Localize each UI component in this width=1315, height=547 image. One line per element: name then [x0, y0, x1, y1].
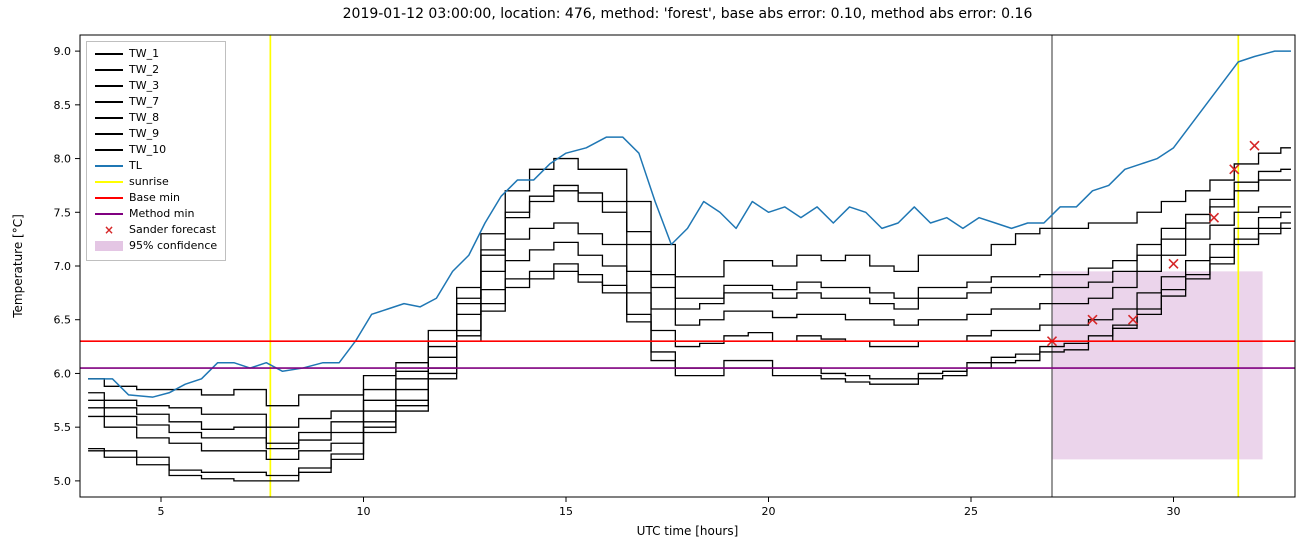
legend-swatch [95, 181, 123, 183]
legend-item: Base min [95, 190, 217, 206]
chart-container: 5 10 15 20 25 30 5.0 5.5 6.0 6.5 7.0 7.5 8.0 8.5 9.0 UT… [0, 0, 1315, 547]
ytick-label: 6.0 [54, 367, 72, 380]
legend-swatch [95, 85, 123, 87]
legend-item: TL [95, 158, 217, 174]
legend-item: TW_7 [95, 94, 217, 110]
legend-label: TW_7 [129, 95, 159, 110]
legend-swatch [95, 149, 123, 151]
legend-label: TW_2 [129, 63, 159, 78]
legend-swatch [95, 213, 123, 215]
legend-item: sunrise [95, 174, 217, 190]
legend-label: Base min [129, 191, 180, 206]
legend-swatch [95, 117, 123, 119]
ytick-label: 6.5 [54, 314, 72, 327]
ytick-label: 7.5 [54, 206, 72, 219]
ytick-label: 8.0 [54, 153, 72, 166]
legend-item: TW_3 [95, 78, 217, 94]
ytick-label: 8.5 [54, 99, 72, 112]
xtick-label: 25 [964, 505, 978, 518]
legend-item: × Sander forecast [95, 222, 217, 238]
legend-swatch [95, 101, 123, 103]
legend-swatch [95, 197, 123, 199]
xtick-label: 15 [559, 505, 573, 518]
legend: TW_1TW_2TW_3TW_7TW_8TW_9TW_10TLsunriseBa… [86, 41, 226, 261]
legend-item: TW_1 [95, 46, 217, 62]
legend-swatch: × [95, 224, 123, 236]
xtick-label: 10 [357, 505, 371, 518]
xtick-label: 30 [1167, 505, 1181, 518]
x-axis-label: UTC time [hours] [637, 524, 739, 538]
legend-label: TW_3 [129, 79, 159, 94]
y-axis-label: Temperature [°C] [11, 214, 25, 319]
legend-label: 95% confidence [129, 239, 217, 254]
legend-item: Method min [95, 206, 217, 222]
legend-swatch [95, 133, 123, 135]
legend-item: TW_2 [95, 62, 217, 78]
legend-label: TW_9 [129, 127, 159, 142]
ytick-label: 9.0 [54, 45, 72, 58]
legend-swatch [95, 165, 123, 167]
legend-swatch [95, 53, 123, 55]
confidence-band [1052, 271, 1263, 459]
legend-label: sunrise [129, 175, 169, 190]
ytick-label: 5.5 [54, 421, 72, 434]
legend-item: TW_8 [95, 110, 217, 126]
legend-label: Method min [129, 207, 195, 222]
ytick-label: 5.0 [54, 475, 72, 488]
legend-label: TW_8 [129, 111, 159, 126]
legend-swatch [95, 241, 123, 251]
xtick-label: 5 [158, 505, 165, 518]
legend-item: 95% confidence [95, 238, 217, 254]
ytick-label: 7.0 [54, 260, 72, 273]
legend-item: TW_10 [95, 142, 217, 158]
legend-label: TW_10 [129, 143, 166, 158]
xtick-label: 20 [762, 505, 776, 518]
legend-item: TW_9 [95, 126, 217, 142]
legend-label: TL [129, 159, 142, 174]
chart-title: 2019-01-12 03:00:00, location: 476, meth… [343, 6, 1033, 22]
legend-label: TW_1 [129, 47, 159, 62]
legend-swatch [95, 69, 123, 71]
legend-label: Sander forecast [129, 223, 216, 238]
